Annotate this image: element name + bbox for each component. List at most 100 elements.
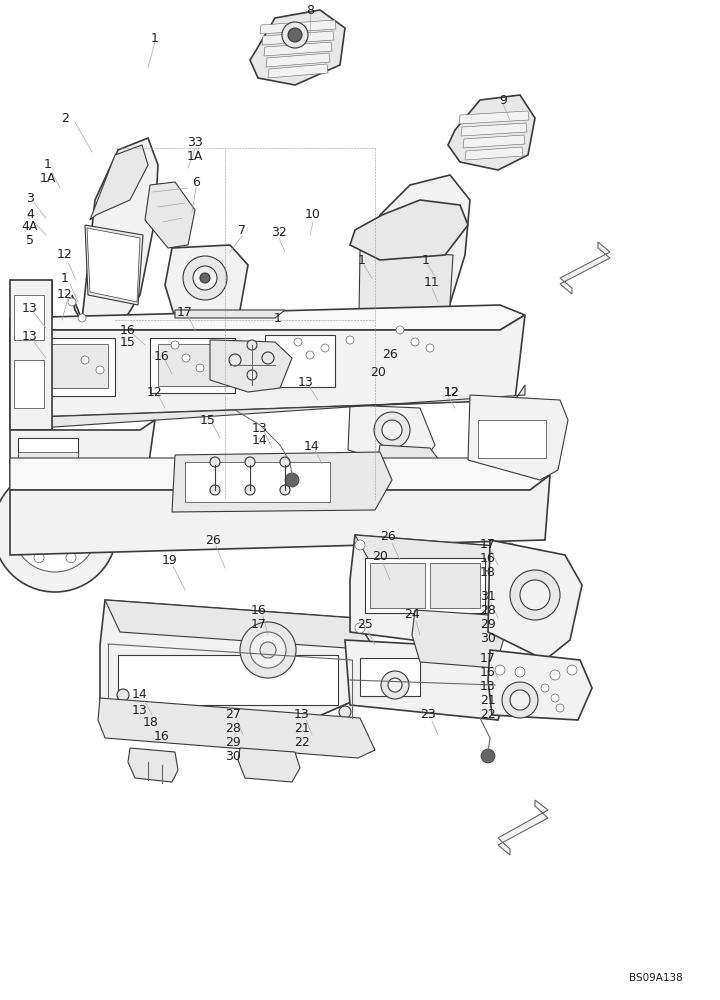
Text: 20: 20	[370, 365, 386, 378]
Bar	[158, 344, 228, 386]
Text: 16: 16	[480, 666, 496, 680]
Text: 1: 1	[274, 312, 282, 324]
Circle shape	[411, 338, 419, 346]
Text: 15: 15	[200, 414, 216, 426]
Polygon shape	[128, 748, 178, 782]
Polygon shape	[264, 42, 332, 56]
Circle shape	[0, 468, 117, 592]
Text: 19: 19	[162, 554, 178, 566]
Circle shape	[66, 497, 76, 507]
Circle shape	[551, 694, 559, 702]
Text: 13: 13	[22, 302, 38, 314]
Bar	[365, 558, 485, 613]
Text: 13: 13	[294, 708, 310, 722]
Text: 24: 24	[404, 608, 420, 621]
Circle shape	[210, 485, 220, 495]
Circle shape	[502, 682, 538, 718]
Text: 5: 5	[26, 233, 34, 246]
Polygon shape	[10, 385, 525, 430]
Bar	[28, 344, 108, 388]
Circle shape	[426, 344, 434, 352]
Text: 13: 13	[252, 422, 268, 434]
Text: 13: 13	[132, 704, 148, 716]
Circle shape	[294, 338, 302, 346]
Circle shape	[495, 665, 505, 675]
Text: 1A: 1A	[40, 172, 56, 184]
Circle shape	[505, 543, 515, 553]
Text: 20: 20	[372, 550, 388, 564]
Circle shape	[240, 622, 296, 678]
Polygon shape	[10, 280, 52, 430]
Circle shape	[288, 28, 302, 42]
Circle shape	[247, 340, 257, 350]
Polygon shape	[266, 53, 330, 67]
Text: 30: 30	[480, 633, 496, 646]
Polygon shape	[260, 20, 336, 34]
Polygon shape	[560, 242, 610, 294]
Text: 26: 26	[380, 530, 396, 544]
Polygon shape	[250, 10, 345, 85]
Polygon shape	[345, 640, 510, 720]
Text: 4A: 4A	[22, 221, 38, 233]
Bar	[18, 452, 78, 467]
Text: 31: 31	[480, 590, 496, 603]
Text: 13: 13	[298, 375, 314, 388]
Polygon shape	[52, 330, 175, 370]
Polygon shape	[10, 315, 525, 418]
Circle shape	[262, 352, 274, 364]
Bar	[14, 295, 44, 345]
Polygon shape	[350, 200, 468, 260]
Circle shape	[355, 623, 365, 633]
Circle shape	[282, 22, 308, 48]
Text: 3: 3	[26, 192, 34, 205]
Bar	[14, 360, 44, 408]
Text: 1: 1	[44, 158, 52, 172]
Polygon shape	[100, 600, 375, 720]
Circle shape	[280, 457, 290, 467]
Polygon shape	[87, 228, 140, 302]
Polygon shape	[90, 145, 148, 220]
Circle shape	[280, 485, 290, 495]
Polygon shape	[10, 475, 550, 555]
Text: 12: 12	[147, 386, 163, 399]
Polygon shape	[52, 370, 68, 420]
Bar	[265, 335, 335, 387]
Circle shape	[567, 665, 577, 675]
Circle shape	[78, 314, 86, 322]
Circle shape	[193, 266, 217, 290]
Circle shape	[260, 642, 276, 658]
Circle shape	[520, 580, 550, 610]
Text: 16: 16	[120, 324, 136, 336]
Polygon shape	[375, 445, 445, 498]
Text: 33: 33	[187, 136, 203, 149]
Text: 21: 21	[480, 694, 496, 708]
Text: 1: 1	[151, 31, 159, 44]
Circle shape	[381, 671, 409, 699]
Text: 12: 12	[444, 386, 460, 399]
Bar	[150, 338, 235, 393]
Bar	[478, 420, 546, 458]
Text: 8: 8	[306, 3, 314, 16]
Circle shape	[18, 525, 28, 535]
Polygon shape	[461, 123, 527, 136]
Circle shape	[182, 354, 190, 362]
Circle shape	[485, 643, 495, 653]
Text: 12: 12	[57, 288, 73, 302]
Circle shape	[306, 351, 314, 359]
Circle shape	[81, 356, 89, 364]
Circle shape	[550, 670, 560, 680]
Circle shape	[339, 706, 351, 718]
Polygon shape	[85, 225, 143, 305]
Polygon shape	[459, 111, 529, 124]
Circle shape	[541, 684, 549, 692]
Text: 2: 2	[61, 111, 69, 124]
Text: 16: 16	[154, 730, 170, 744]
Text: 22: 22	[294, 736, 310, 750]
Text: 1A: 1A	[186, 149, 203, 162]
Text: 17: 17	[480, 652, 496, 666]
Text: BS09A138: BS09A138	[629, 973, 683, 983]
Circle shape	[96, 366, 104, 374]
Text: 16: 16	[154, 351, 170, 363]
Text: 17: 17	[480, 538, 496, 552]
Bar	[18, 438, 78, 470]
